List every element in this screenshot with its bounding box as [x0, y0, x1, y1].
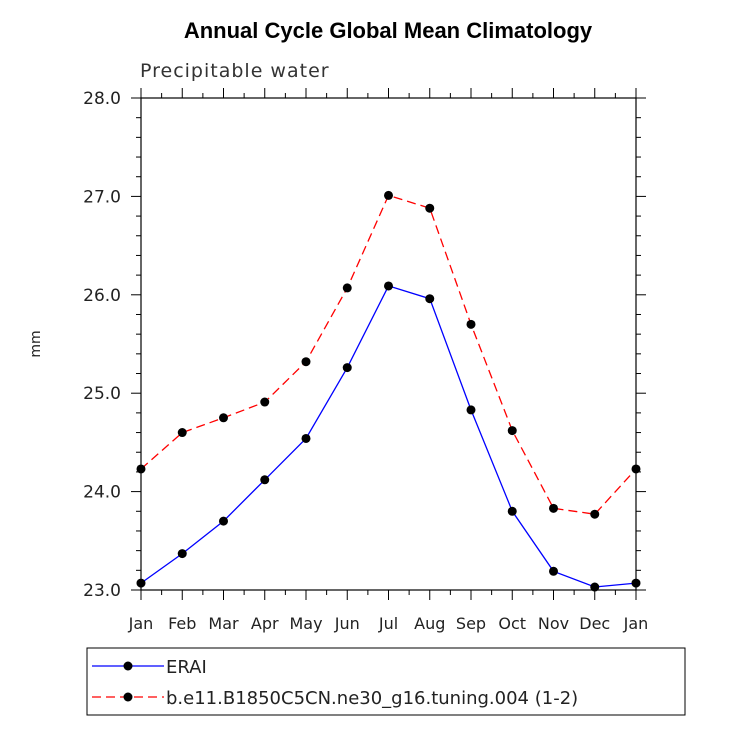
legend-item-erai: ERAI: [92, 657, 207, 678]
plot-area: Jan Feb Mar Apr May Jun Jul Aug Sep Oct Nov Dec Jan 2…: [83, 88, 648, 633]
legend-label-model: b.e11.B1850C5CN.ne30_g16.tuning.004 (1-2…: [166, 688, 578, 709]
x-tick-label: Sep: [456, 614, 486, 633]
x-tick-label: Jul: [378, 614, 398, 633]
x-tick-label: Feb: [168, 614, 196, 633]
data-point-1: [549, 503, 558, 513]
legend-marker-model: [123, 692, 133, 702]
data-point-1: [507, 426, 517, 436]
y-tick-label: 23.0: [83, 581, 121, 601]
data-point-1: [136, 464, 146, 474]
data-point-0: [384, 281, 393, 291]
series-line-1: [140, 194, 637, 515]
data-point-1: [590, 509, 600, 519]
data-point-1: [384, 190, 393, 200]
y-tick-label: 27.0: [83, 187, 121, 207]
series-line-0: [140, 285, 637, 588]
data-point-1: [425, 203, 435, 213]
legend-box: [86, 647, 686, 716]
y-tick-label: 25.0: [83, 384, 121, 404]
plot-frame: [140, 97, 637, 591]
data-point-0: [342, 363, 352, 373]
data-point-0: [260, 475, 270, 485]
data-point-1: [342, 283, 352, 293]
x-tick-label: Aug: [414, 614, 445, 633]
data-point-1: [466, 319, 476, 329]
x-tick-label: Nov: [538, 614, 569, 633]
data-point-0: [301, 433, 311, 443]
data-point-0: [219, 516, 228, 526]
data-point-1: [260, 397, 270, 407]
data-point-0: [631, 578, 641, 588]
x-tick-label: Mar: [208, 614, 239, 633]
data-point-0: [466, 405, 476, 415]
x-tick-label: Dec: [579, 614, 610, 633]
data-point-1: [631, 464, 641, 474]
legend-marker-erai: [123, 661, 133, 671]
chart-subtitle: Precipitable water: [140, 60, 330, 82]
data-point-1: [219, 413, 228, 423]
data-point-0: [590, 582, 600, 592]
y-tick-label: 28.0: [83, 89, 121, 109]
y-tick-label: 26.0: [83, 286, 121, 306]
legend-label-erai: ERAI: [166, 657, 207, 678]
x-tick-label: Jan: [128, 614, 154, 633]
data-point-0: [136, 578, 146, 588]
data-point-1: [301, 357, 311, 367]
legend-item-model: b.e11.B1850C5CN.ne30_g16.tuning.004 (1-2…: [92, 688, 578, 709]
x-tick-label: Oct: [498, 614, 526, 633]
x-tick-label: Apr: [251, 614, 279, 633]
y-axis-label: mm: [28, 330, 44, 357]
legend: ERAI b.e11.B1850C5CN.ne30_g16.tuning.004…: [86, 647, 686, 716]
data-point-0: [425, 294, 435, 304]
data-point-0: [177, 549, 187, 559]
data-point-1: [177, 428, 187, 438]
x-tick-label: Jun: [334, 614, 360, 633]
data-point-0: [549, 566, 558, 576]
x-tick-label: Jan: [623, 614, 649, 633]
x-tick-label: May: [289, 614, 322, 633]
y-tick-label: 24.0: [83, 483, 121, 503]
chart-title: Annual Cycle Global Mean Climatology: [184, 18, 593, 43]
data-point-0: [507, 506, 517, 516]
